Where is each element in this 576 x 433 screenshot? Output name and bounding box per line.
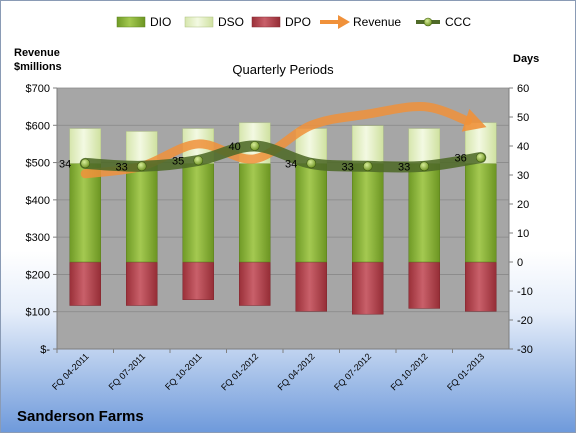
ccc-point: [249, 141, 260, 151]
legend-swatch-ccc: [416, 17, 440, 27]
plot-area: [57, 88, 509, 349]
ccc-point: [475, 152, 486, 163]
left-tick-label: $300: [26, 232, 50, 244]
ccc-data-label: 34: [285, 158, 297, 170]
right-tick-label: -30: [517, 344, 533, 356]
left-axis-title-line2: $millions: [14, 61, 62, 73]
legend-label-dpo: DPO: [285, 15, 311, 29]
dio-bar: [69, 163, 101, 263]
ccc-data-label: 35: [172, 156, 184, 168]
dpo-bar: [126, 261, 158, 306]
right-tick-label: 10: [517, 228, 529, 240]
dpo-bar: [239, 261, 271, 306]
ccc-point: [419, 161, 430, 172]
dpo-bar: [69, 261, 101, 306]
dio-bar: [465, 163, 497, 263]
legend-swatch-dio: [116, 16, 146, 28]
left-tick-label: $200: [26, 269, 50, 281]
legend: DIO DSO DPO Revenue CCC: [116, 15, 471, 29]
ccc-data-label: 33: [342, 161, 354, 173]
dpo-bar: [295, 261, 327, 312]
x-tick-label: FQ 10-2012: [389, 351, 430, 392]
left-tick-label: $600: [26, 120, 50, 132]
ccc-data-label: 36: [455, 153, 467, 165]
dio-bar: [408, 163, 440, 263]
dio-bar: [182, 163, 214, 263]
right-tick-label: -20: [517, 315, 533, 327]
dso-bar: [69, 128, 101, 164]
right-tick-label: -10: [517, 286, 533, 298]
right-tick-label: 40: [517, 141, 529, 153]
x-tick-label: FQ 04-2011: [50, 351, 91, 392]
x-tick-label: FQ 01-2013: [445, 351, 486, 392]
ccc-point: [136, 161, 147, 172]
right-tick-label: 20: [517, 199, 529, 211]
ccc-point: [362, 161, 373, 172]
left-tick-label: $400: [26, 195, 50, 207]
legend-label-dso: DSO: [218, 15, 244, 29]
dio-bar: [295, 163, 327, 263]
x-tick-label: FQ 07-2011: [107, 351, 148, 392]
legend-swatch-revenue: [320, 15, 350, 29]
x-tick-label: FQ 04-2012: [276, 351, 317, 392]
bars: [69, 122, 497, 315]
legend-swatch-dpo: [251, 16, 281, 28]
legend-label-revenue: Revenue: [353, 15, 401, 29]
x-tick-label: FQ 01-2012: [219, 351, 260, 392]
ccc-data-label: 33: [398, 161, 410, 173]
left-tick-label: $500: [26, 158, 50, 170]
legend-label-dio: DIO: [150, 15, 171, 29]
x-tick-label: FQ 10-2011: [163, 351, 204, 392]
left-tick-label: $700: [26, 83, 50, 95]
left-tick-label: $-: [40, 344, 50, 356]
left-tick-label: $100: [26, 307, 50, 319]
dio-bar: [352, 163, 384, 263]
right-tick-label: 50: [517, 112, 529, 124]
ccc-point: [80, 158, 91, 169]
company-name: Sanderson Farms: [17, 408, 144, 425]
ccc-data-label: 40: [229, 141, 241, 153]
dio-bar: [239, 163, 271, 263]
left-axis-title-line1: Revenue: [14, 47, 60, 59]
right-tick-label: 60: [517, 83, 529, 95]
dio-bar: [126, 163, 158, 263]
x-tick-label: FQ 07-2012: [332, 351, 373, 392]
ccc-data-label: 33: [116, 161, 128, 173]
ccc-point: [193, 155, 204, 166]
legend-label-ccc: CCC: [445, 15, 471, 29]
chart-title: Quarterly Periods: [232, 62, 334, 77]
legend-swatch-dso: [184, 16, 214, 28]
ccc-point: [306, 158, 317, 169]
right-tick-label: 0: [517, 257, 523, 269]
right-axis-title: Days: [513, 53, 539, 65]
dso-bar: [352, 125, 384, 164]
dso-bar: [408, 128, 440, 164]
dpo-bar: [465, 261, 497, 312]
dpo-bar: [182, 261, 214, 300]
dpo-bar: [408, 261, 440, 309]
right-tick-label: 30: [517, 170, 529, 182]
ccc-series: 34 33 35 40 34 33 33 36: [59, 140, 487, 173]
dpo-bar: [352, 261, 384, 315]
revenue-arrowhead: [461, 108, 487, 132]
ccc-data-label: 34: [59, 158, 71, 170]
